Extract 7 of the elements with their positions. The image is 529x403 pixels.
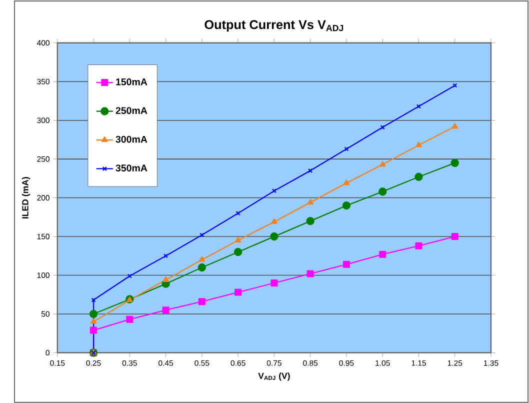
legend-label: 250mA (116, 106, 148, 114)
x-axis-title: V$_{ADJ}$ (V) (258, 372, 290, 381)
chart-title: Output Current Vs V$_{ADJ}$ (204, 20, 344, 32)
legend-label: 150mA (116, 78, 148, 86)
y-axis-title: ILED (mA) (22, 176, 30, 218)
legend-label: 350mA (116, 164, 148, 172)
legend-label: 300mA (116, 136, 148, 143)
